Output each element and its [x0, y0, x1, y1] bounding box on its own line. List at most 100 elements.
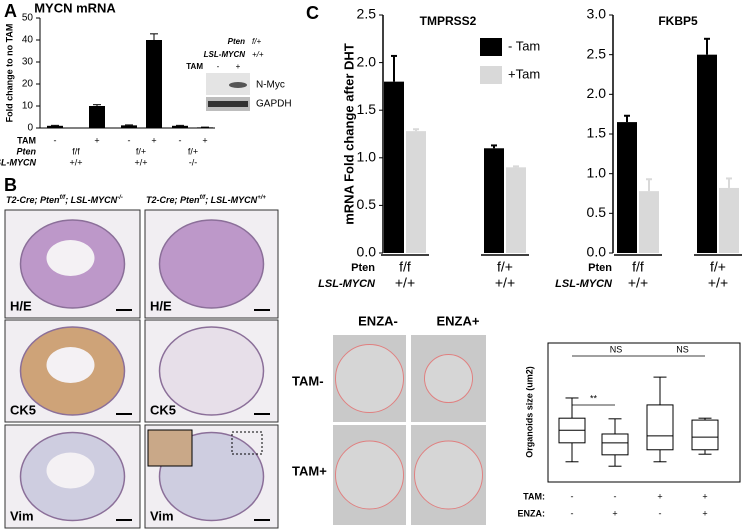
bar — [697, 54, 717, 253]
genotype-part: T2-Cre; Pten — [6, 195, 60, 205]
y-tick-label: 10 — [22, 101, 34, 112]
lumen — [46, 452, 95, 489]
bar — [121, 125, 137, 128]
row-label: + — [657, 491, 662, 501]
row-label: + — [151, 135, 156, 145]
organoid — [424, 354, 473, 403]
y-tick-label: 1.5 — [357, 101, 377, 117]
tissue — [158, 326, 265, 416]
genotype-part: ; LSL-MYCN — [65, 195, 117, 205]
y-tick-label: 20 — [22, 79, 34, 90]
row-label: - — [179, 135, 182, 145]
genotype-label: T2-Cre; Ptenf/f; LSL-MYCN-/- — [6, 195, 123, 206]
western-blot: Pten f/+ LSL-MYCN +/+ TAM - + N-Myc GAPD… — [186, 37, 292, 111]
legend-swatch — [480, 38, 502, 56]
row-name: Pten — [588, 262, 612, 274]
organoid-grid — [333, 335, 486, 525]
legend-swatch — [480, 66, 502, 84]
y-tick-label: 2.0 — [357, 53, 377, 69]
row-label: f/+ — [710, 259, 726, 275]
y-tick-label: 0.5 — [587, 204, 607, 220]
blot-tam-label: - — [217, 62, 220, 71]
lumen — [46, 240, 95, 276]
genotype-part: f/f — [200, 195, 207, 201]
row-name: ENZA: — [518, 508, 546, 518]
bar — [172, 125, 188, 128]
row-label: +/+ — [495, 275, 515, 291]
y-tick-label: 3.0 — [587, 6, 607, 22]
row-label: +/+ — [134, 157, 147, 167]
y-axis-label: Organoids size (um2) — [524, 366, 534, 458]
blot-band — [229, 82, 247, 88]
stain-label: H/E — [150, 298, 172, 313]
y-axis-label: mRNA Fold change after DHT — [341, 43, 356, 225]
row-label: +/+ — [708, 275, 728, 291]
organoid — [335, 440, 404, 510]
bar — [719, 187, 739, 253]
box — [691, 419, 719, 451]
y-tick-label: 2.5 — [357, 6, 377, 22]
row-label: + — [612, 508, 617, 518]
row-label: f/f — [632, 259, 644, 275]
box — [601, 433, 629, 456]
inset-image — [147, 429, 193, 467]
bar — [617, 122, 637, 253]
blot-tam-name: TAM — [186, 62, 203, 71]
row-label: f/+ — [497, 259, 513, 275]
genotype-part: -/- — [117, 195, 123, 201]
blot-row-value: f/+ — [252, 37, 261, 46]
row-label: + — [94, 135, 99, 145]
row-label: f/f — [72, 146, 80, 156]
lumen — [46, 347, 95, 383]
y-tick-label: 1.0 — [587, 164, 607, 180]
blot-band — [208, 101, 248, 107]
bar — [406, 131, 426, 253]
y-axis-label: Fold change to no TAM — [4, 24, 14, 123]
organoid-column-label: ENZA- — [358, 313, 398, 328]
y-tick-label: 1.0 — [357, 149, 377, 165]
y-tick-label: 30 — [22, 57, 34, 68]
box — [646, 404, 674, 451]
stain-label: CK5 — [10, 402, 36, 417]
bar — [506, 167, 526, 253]
row-label: f/f — [399, 259, 411, 275]
row-name: LSL-MYCN — [555, 278, 613, 290]
organoid — [414, 440, 483, 510]
row-name: Pten — [16, 146, 36, 156]
histology-grid: H/E H/E CK5 CK5 Vim Vim — [4, 209, 279, 529]
blot-row-value: +/+ — [252, 50, 264, 59]
organoid-row-label: TAM+ — [292, 463, 327, 478]
bar — [146, 40, 162, 128]
row-label: - — [659, 508, 662, 518]
legend-label: - Tam — [508, 38, 540, 53]
row-label: +/+ — [69, 157, 82, 167]
row-label: - — [571, 508, 574, 518]
inset-box — [231, 431, 263, 455]
bar — [47, 125, 63, 128]
panel-letter: B — [4, 175, 17, 195]
chart-title: TMPRSS2 — [420, 14, 477, 28]
row-name: TAM: — [523, 491, 545, 501]
bar — [639, 191, 659, 253]
row-name: TAM — [17, 135, 36, 145]
row-label: +/+ — [395, 275, 415, 291]
genotype-part: +/+ — [257, 195, 266, 201]
blot-band-label: GAPDH — [256, 99, 292, 110]
genotype-label: T2-Cre; Ptenf/f; LSL-MYCN+/+ — [146, 195, 266, 206]
y-tick-label: 1.5 — [587, 125, 607, 141]
panel-letter: C — [306, 3, 319, 23]
row-label: -/- — [189, 157, 198, 167]
chart-title: MYCN mRNA — [34, 0, 116, 15]
y-tick-label: 0 — [27, 123, 33, 134]
y-tick-label: 2.0 — [587, 85, 607, 101]
organoid-column-label: ENZA+ — [437, 313, 480, 328]
stain-label: Vim — [150, 508, 174, 523]
blot-band-label: N-Myc — [256, 80, 285, 91]
blot-tam-label: + — [236, 62, 241, 71]
y-tick-label: 50 — [22, 13, 34, 24]
stain-label: Vim — [10, 508, 34, 523]
row-label: - — [128, 135, 131, 145]
legend-label: +Tam — [508, 66, 540, 81]
tissue — [158, 219, 265, 309]
